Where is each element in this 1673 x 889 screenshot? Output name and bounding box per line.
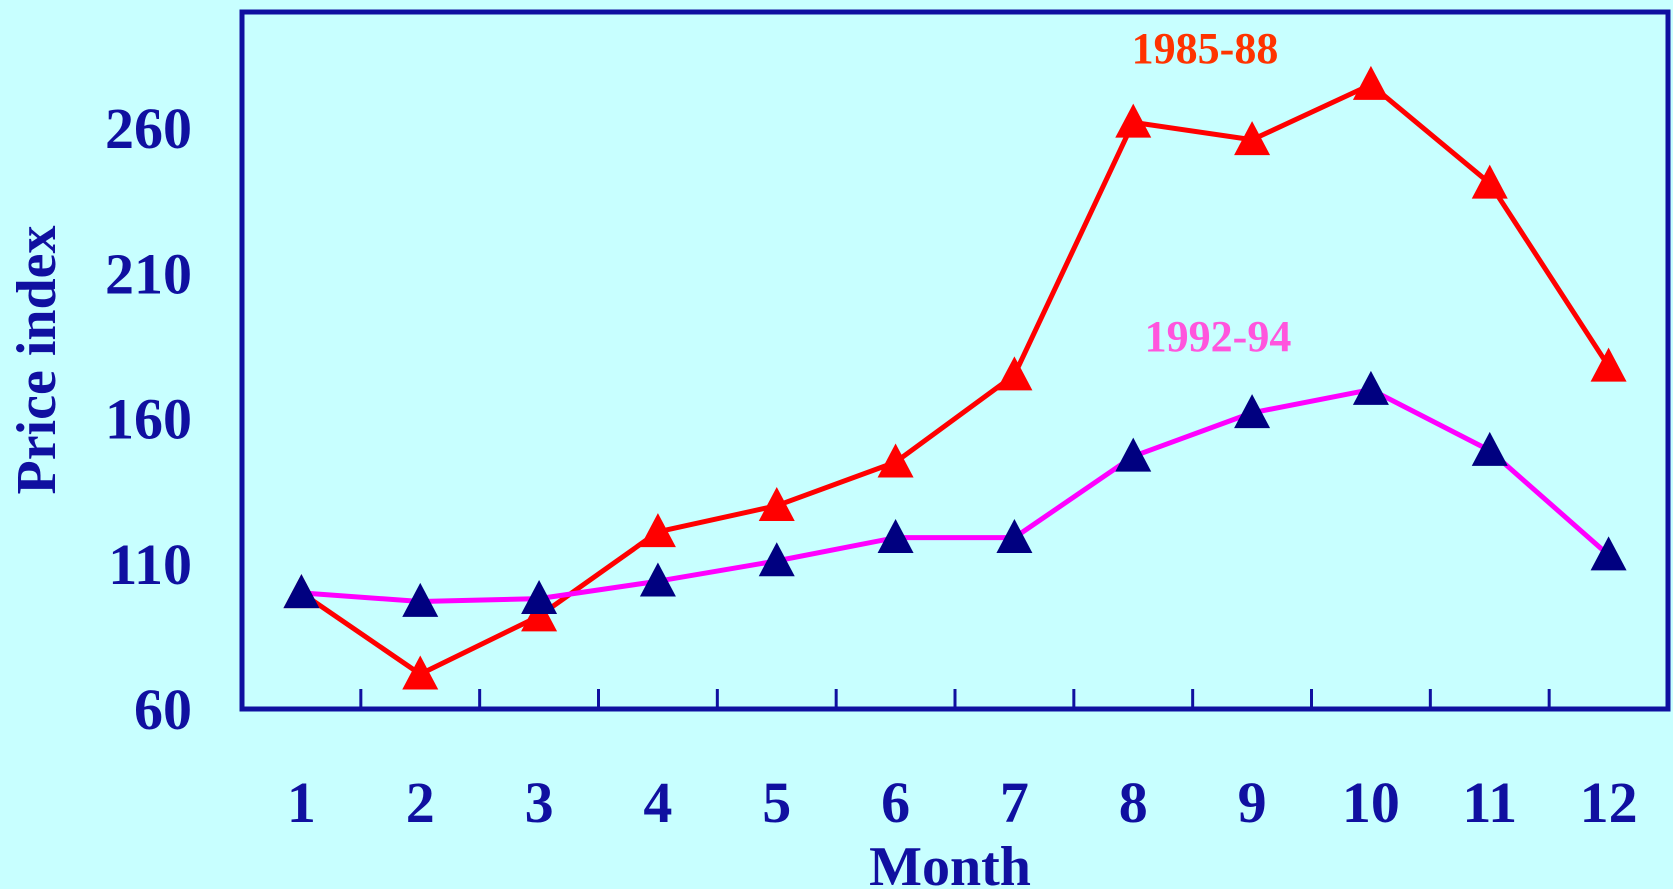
data-point-marker [639,513,676,548]
y-tick-labels: 60 110 160 210 260 [105,96,192,742]
y-tick-label: 110 [108,532,192,597]
data-point-marker [1590,536,1627,571]
data-point-marker [1234,394,1271,429]
data-point-marker [521,579,558,614]
x-tick-label: 2 [406,770,435,835]
x-axis-label: Month [869,836,1031,889]
x-tick-label: 12 [1580,770,1638,835]
data-point-marker [283,574,320,609]
y-tick-label: 210 [105,241,192,306]
x-tick-label: 11 [1462,770,1517,835]
data-point-marker [1352,65,1389,100]
series-label-1985-88: 1985-88 [1132,24,1279,73]
data-point-marker [402,582,439,617]
data-point-marker [1115,103,1152,138]
x-tick-marks [359,689,1551,709]
data-point-marker [1471,431,1508,466]
data-point-marker [402,655,439,690]
data-point-marker [877,443,914,478]
data-point-marker [996,518,1033,553]
y-axis-label: Price index [6,225,68,494]
series-line-1985-88 [300,82,1611,677]
data-point-marker [1352,370,1389,405]
series-layer [283,65,1627,690]
x-tick-label: 4 [643,770,672,835]
series-label-1992-94: 1992-94 [1145,312,1292,361]
x-tick-label: 6 [881,770,910,835]
series-line-1992-94 [301,387,1611,605]
x-tick-label: 8 [1119,770,1148,835]
data-point-marker [1471,164,1508,199]
data-point-marker [996,356,1033,391]
data-point-marker [521,597,558,632]
x-tick-label: 1 [287,770,316,835]
x-tick-label: 7 [1000,770,1029,835]
y-tick-label: 60 [134,677,192,742]
data-point-marker [639,562,676,597]
x-tick-label: 3 [525,770,554,835]
data-point-marker [1115,437,1152,472]
data-point-marker [1590,347,1627,382]
data-point-marker [877,518,914,553]
x-tick-labels: 1 2 3 4 5 6 7 8 9 10 11 12 [287,770,1638,835]
data-point-marker [758,487,795,522]
x-tick-label: 9 [1238,770,1267,835]
data-point-marker [1234,121,1271,156]
data-point-marker [758,542,795,577]
y-tick-label: 160 [105,387,192,452]
y-tick-label: 260 [105,96,192,161]
x-tick-label: 5 [762,770,791,835]
x-tick-label: 10 [1342,770,1400,835]
